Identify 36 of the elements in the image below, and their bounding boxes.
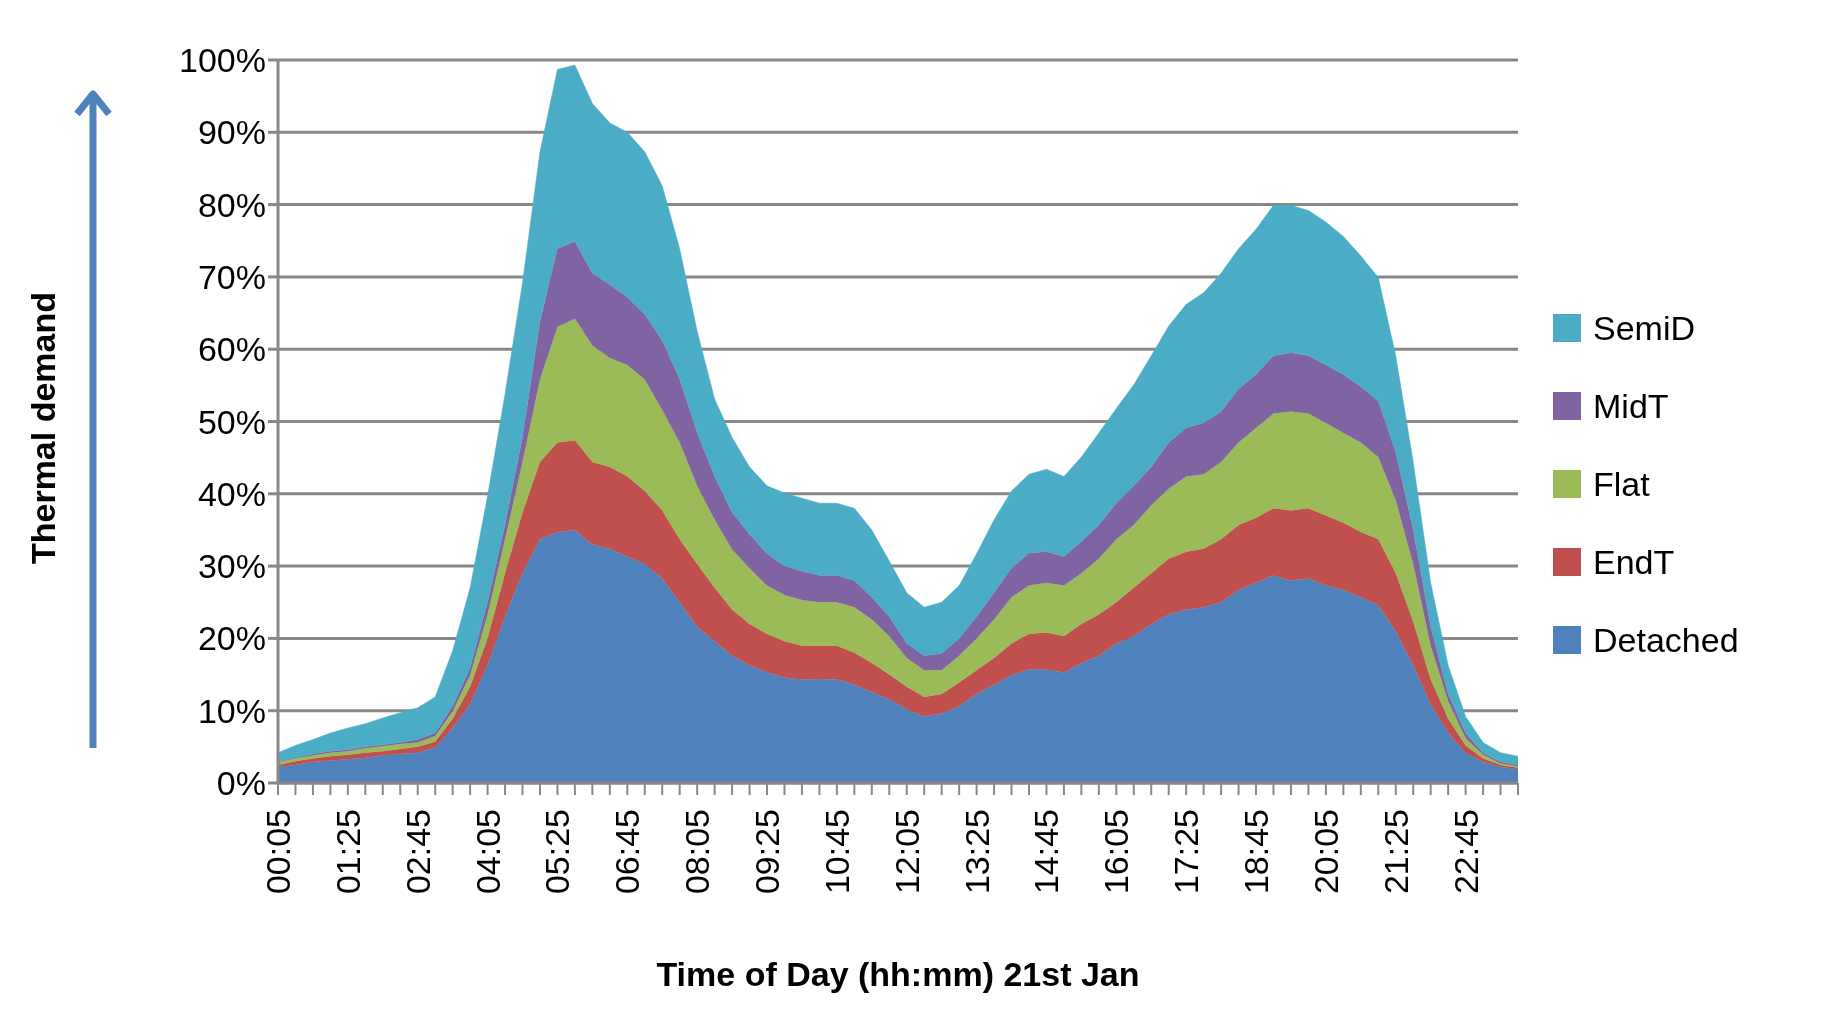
legend-label: Detached	[1593, 620, 1739, 660]
legend-label: Flat	[1593, 464, 1650, 504]
x-axis-title: Time of Day (hh:mm) 21st Jan	[656, 955, 1140, 993]
y-axis-title: Thermal demand	[23, 291, 63, 565]
x-tick-label: 12:05	[887, 809, 926, 895]
legend-label: MidT	[1593, 386, 1669, 426]
y-tick-label: 70%	[197, 257, 266, 296]
x-tick-label: 22:45	[1446, 809, 1485, 895]
x-tick-label: 20:05	[1306, 809, 1345, 895]
legend-label: SemiD	[1593, 308, 1696, 348]
x-tick-label: 01:25	[328, 809, 367, 895]
y-tick-label: 80%	[197, 185, 266, 224]
y-tick-label: 20%	[197, 619, 266, 658]
y-tick-label: 60%	[197, 330, 266, 369]
y-tick-label: 10%	[197, 691, 266, 730]
y-tick-label: 40%	[197, 474, 266, 513]
y-tick-label: 30%	[197, 547, 266, 586]
y-tick-label: 100%	[179, 41, 266, 80]
x-tick-label: 21:25	[1376, 809, 1415, 895]
x-tick-label: 09:25	[748, 809, 787, 895]
x-tick-label: 06:45	[608, 809, 647, 895]
x-tick-label: 00:05	[259, 809, 297, 895]
x-tick-label: 10:45	[817, 809, 856, 895]
x-tick-label: 02:45	[398, 809, 437, 895]
x-tick-label: 05:25	[538, 809, 577, 895]
x-tick-label: 18:45	[1237, 809, 1276, 895]
legend-label: EndT	[1593, 542, 1675, 582]
x-tick-label: 04:05	[468, 809, 507, 895]
y-tick-label: 50%	[197, 402, 266, 441]
y-tick-label: 90%	[197, 113, 266, 152]
x-tick-label: 08:05	[678, 809, 717, 895]
y-tick-label: 0%	[216, 764, 266, 803]
x-tick-label: 14:45	[1027, 809, 1066, 895]
x-tick-label: 13:25	[957, 809, 996, 895]
x-tick-label: 17:25	[1167, 809, 1206, 895]
x-tick-label: 16:05	[1097, 809, 1136, 895]
